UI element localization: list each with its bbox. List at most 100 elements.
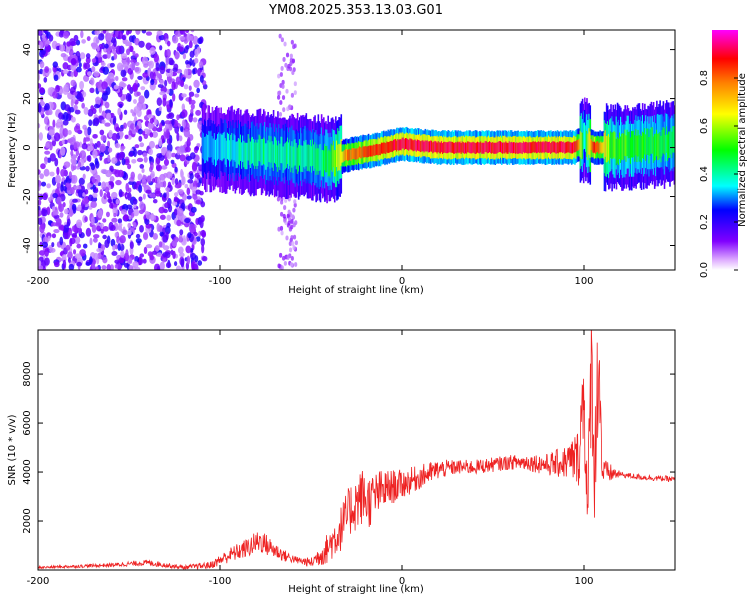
noise-cell: [134, 184, 138, 189]
noise-cell: [92, 58, 97, 64]
colorbar-tick-label: 0.2: [699, 214, 710, 230]
noise-cell: [184, 183, 189, 189]
noise-cell: [62, 62, 69, 70]
noise-cell: [132, 261, 139, 269]
signal-cell: [621, 133, 623, 161]
noise-cell: [168, 113, 173, 118]
signal-cell: [260, 138, 263, 166]
signal-cell: [328, 149, 331, 176]
signal-cell: [459, 141, 462, 153]
signal-cell: [261, 138, 264, 166]
signal-cell: [559, 141, 562, 153]
signal-cell: [611, 132, 613, 159]
signal-cell: [231, 133, 233, 160]
noise-cell: [55, 122, 62, 129]
noise-cell: [123, 122, 127, 129]
signal-cell: [362, 145, 364, 157]
noise-cell: [85, 227, 92, 237]
noise-cell: [185, 245, 192, 254]
noise-cell: [120, 69, 127, 78]
noise-cell: [156, 30, 163, 36]
noise-cell: [174, 51, 180, 60]
noise-cell: [49, 171, 55, 177]
signal-cell: [549, 141, 551, 153]
noise-cell: [69, 238, 73, 247]
signal-cell: [659, 131, 661, 159]
signal-cell: [291, 141, 293, 168]
noise-cell: [118, 127, 124, 132]
noise-cell: [48, 109, 53, 116]
noise-cell: [150, 79, 155, 86]
noise-cell: [188, 223, 195, 233]
signal-cell: [468, 141, 470, 153]
noise-cell: [150, 170, 155, 179]
signal-cell: [434, 140, 436, 152]
noise-cell: [276, 196, 281, 202]
signal-cell: [246, 142, 249, 170]
noise-cell: [38, 199, 42, 206]
signal-cell: [389, 141, 392, 153]
noise-cell: [124, 39, 129, 47]
signal-cell: [293, 140, 296, 167]
noise-cell: [60, 184, 64, 192]
signal-cell: [355, 148, 358, 160]
noise-cell: [149, 193, 156, 198]
noise-cell: [38, 73, 41, 81]
noise-cell: [68, 171, 72, 179]
signal-cell: [472, 141, 475, 153]
signal-cell: [669, 131, 671, 158]
signal-cell: [411, 139, 414, 151]
signal-cell: [502, 142, 504, 154]
noise-cell: [290, 224, 294, 230]
signal-cell: [498, 141, 501, 153]
noise-cell: [87, 108, 94, 117]
noise-cell: [77, 161, 82, 168]
noise-cell: [291, 70, 295, 76]
noise-cell: [49, 153, 56, 162]
noise-cell: [176, 219, 182, 227]
signal-cell: [401, 137, 404, 149]
signal-cell: [331, 145, 334, 172]
signal-cell: [438, 142, 441, 154]
noise-cell: [38, 103, 42, 112]
signal-cell: [258, 134, 261, 162]
noise-cell: [159, 45, 163, 51]
noise-cell: [185, 60, 190, 65]
signal-cell: [351, 148, 354, 160]
noise-cell: [85, 53, 91, 59]
signal-cell: [228, 133, 230, 161]
noise-cell: [46, 183, 51, 189]
noise-cell: [112, 38, 117, 47]
signal-cell: [527, 142, 529, 154]
noise-cell: [132, 82, 138, 92]
noise-cell: [58, 112, 64, 120]
noise-cell: [49, 247, 56, 253]
signal-cell: [365, 146, 368, 158]
signal-cell: [538, 141, 540, 153]
noise-cell: [38, 30, 43, 36]
signal-cell: [283, 143, 286, 171]
signal-cell: [337, 144, 339, 172]
noise-cell: [63, 84, 70, 93]
noise-cell: [190, 99, 196, 105]
noise-cell: [133, 106, 140, 114]
signal-cell: [452, 142, 455, 154]
signal-cell: [435, 141, 438, 153]
noise-cell: [89, 77, 95, 86]
noise-cell: [144, 89, 150, 99]
signal-cell: [594, 142, 597, 154]
noise-cell: [283, 41, 287, 47]
signal-cell: [237, 138, 240, 165]
noise-cell: [293, 81, 297, 87]
signal-cell: [352, 148, 355, 160]
signal-cell: [229, 140, 231, 167]
noise-cell: [279, 72, 283, 77]
signal-cell: [449, 141, 452, 153]
noise-cell: [167, 40, 171, 47]
signal-cell: [320, 149, 323, 177]
signal-cell: [482, 142, 485, 154]
noise-cell: [279, 100, 283, 105]
noise-cell: [190, 103, 195, 110]
noise-cell: [43, 257, 50, 266]
noise-cell: [163, 192, 167, 198]
